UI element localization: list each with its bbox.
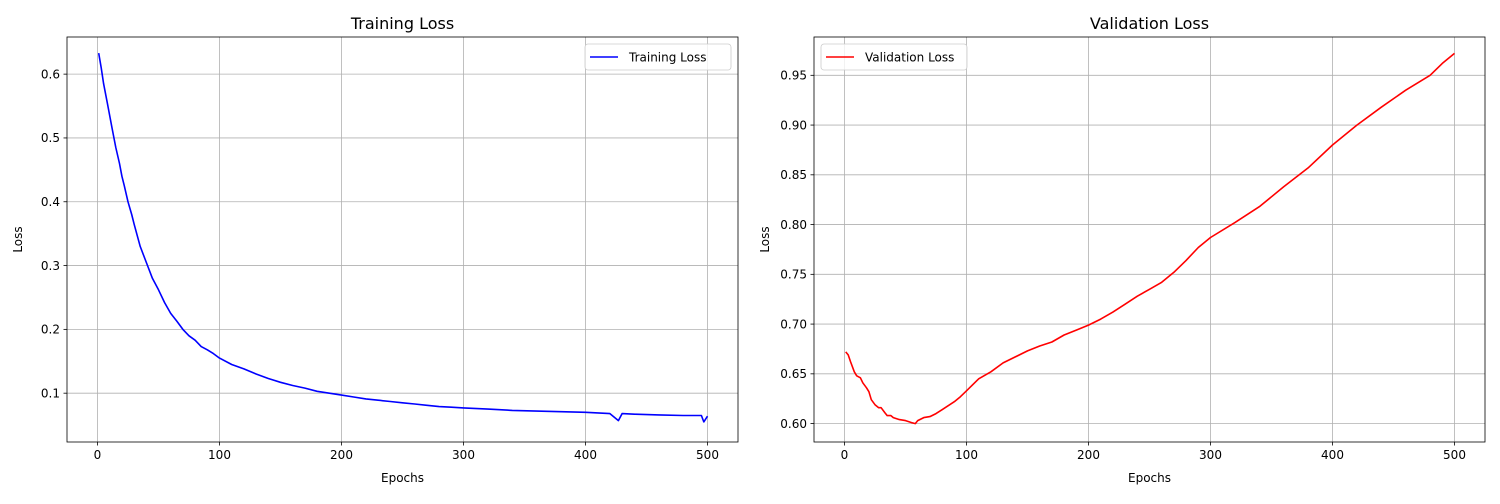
validation-grid-x (844, 37, 1455, 442)
x-tick-label: 0 (841, 448, 849, 462)
training-x-axis-label: Epochs (381, 471, 424, 485)
training-legend-label: Training Loss (628, 51, 706, 65)
y-tick-label: 0.5 (41, 131, 60, 145)
series-line (97, 52, 709, 423)
validation-xticks: 0 100 200 300 400 500 (841, 442, 1466, 462)
training-yticks: 0.1 0.2 0.3 0.4 0.5 0.6 (41, 67, 67, 400)
y-tick-label: 0.90 (780, 118, 807, 132)
y-tick-label: 0.70 (780, 317, 807, 331)
y-tick-label: 0.6 (41, 67, 60, 81)
x-tick-label: 100 (208, 448, 231, 462)
series-line (845, 52, 1456, 425)
training-legend-box (584, 43, 732, 71)
validation-lines (845, 52, 1456, 425)
x-tick-label: 200 (330, 448, 353, 462)
validation-legend-label: Validation Loss (865, 51, 954, 65)
x-tick-label: 100 (955, 448, 978, 462)
training-chart-title: Training Loss (350, 14, 454, 33)
x-tick-label: 300 (1199, 448, 1222, 462)
training-plot-frame (66, 36, 739, 443)
x-tick-label: 400 (574, 448, 597, 462)
training-lines (97, 52, 709, 423)
validation-loss-panel: 0 100 200 300 400 500 0.60 0.65 0.70 0.75 0.80 0.8… (758, 14, 1486, 485)
x-tick-label: 500 (1443, 448, 1466, 462)
validation-legend-box (820, 43, 968, 71)
training-legend: Training Loss (584, 43, 732, 71)
y-tick-label: 0.80 (780, 218, 807, 232)
x-tick-label: 0 (94, 448, 102, 462)
validation-grid-y (814, 74, 1485, 424)
training-y-axis-label: Loss (11, 226, 25, 252)
x-tick-label: 200 (1077, 448, 1100, 462)
y-tick-label: 0.1 (41, 386, 60, 400)
y-tick-label: 0.65 (780, 367, 807, 381)
y-tick-label: 0.95 (780, 69, 807, 83)
training-loss-panel: 0 100 200 300 400 500 0.1 0.2 0.3 0.4 0.5 0.6 Trai… (11, 14, 739, 485)
x-tick-label: 300 (452, 448, 475, 462)
validation-x-axis-label: Epochs (1128, 471, 1171, 485)
x-tick-label: 500 (696, 448, 719, 462)
training-grid-y (67, 73, 738, 394)
y-tick-label: 0.2 (41, 323, 60, 337)
y-tick-label: 0.3 (41, 259, 60, 273)
training-grid-x (97, 37, 708, 442)
validation-chart-title: Validation Loss (1090, 14, 1209, 33)
y-tick-label: 0.4 (41, 195, 60, 209)
y-tick-label: 0.60 (780, 417, 807, 431)
validation-yticks: 0.60 0.65 0.70 0.75 0.80 0.85 0.90 0.95 (780, 69, 814, 431)
validation-plot-frame (813, 36, 1486, 443)
validation-legend: Validation Loss (820, 43, 968, 71)
y-tick-label: 0.85 (780, 168, 807, 182)
training-xticks: 0 100 200 300 400 500 (94, 442, 719, 462)
x-tick-label: 400 (1321, 448, 1344, 462)
validation-y-axis-label: Loss (758, 226, 772, 252)
y-tick-label: 0.75 (780, 268, 807, 282)
